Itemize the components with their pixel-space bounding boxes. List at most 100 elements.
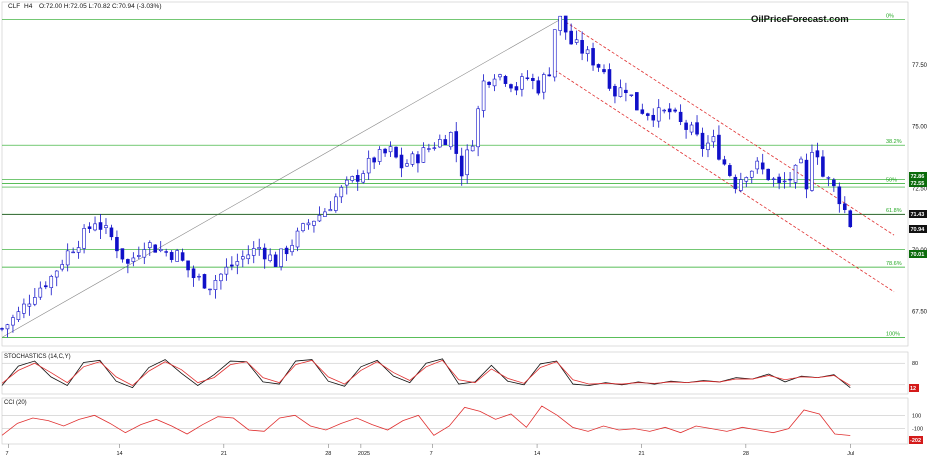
candle-body xyxy=(684,122,688,130)
candle-body xyxy=(509,84,513,89)
candle-body xyxy=(350,176,355,181)
candle-body xyxy=(744,177,749,182)
candle-body xyxy=(328,209,333,212)
candle-body xyxy=(569,30,573,45)
candle-body xyxy=(842,203,847,210)
candle-body xyxy=(16,311,21,320)
candle-body xyxy=(71,251,75,254)
cci-tick-label: 100 xyxy=(912,413,921,419)
timeframe-label: H4 xyxy=(24,3,33,10)
candle-body xyxy=(98,222,103,230)
candle-body xyxy=(640,109,645,114)
candle-body xyxy=(273,254,278,267)
candle-body xyxy=(465,149,469,176)
cci-panel: 100 -100 -202 xyxy=(1,397,923,445)
candle-body xyxy=(837,186,842,205)
candle-body xyxy=(257,247,262,250)
candle-body xyxy=(388,146,393,153)
candle-body xyxy=(711,136,716,143)
stochastics-panel: 80 12 xyxy=(1,351,919,395)
candle-body xyxy=(815,150,820,158)
candle-body xyxy=(766,168,770,181)
candle-body xyxy=(246,254,251,260)
candle-body xyxy=(492,78,497,87)
time-tick-label: 7 xyxy=(6,451,9,457)
candle-body xyxy=(290,245,294,253)
candle-body xyxy=(60,264,65,270)
price-label-box xyxy=(909,172,927,180)
candle-body xyxy=(202,274,207,289)
candle-body xyxy=(104,225,108,229)
candle-body xyxy=(782,180,787,183)
stochastics-value-box xyxy=(909,384,919,392)
candle-body xyxy=(541,74,546,93)
candle-body xyxy=(317,214,322,222)
price-tick-label: 67.50 xyxy=(912,310,928,316)
candle-body xyxy=(175,250,179,262)
candle-body xyxy=(372,157,376,163)
price-label-box xyxy=(909,179,927,187)
candle-body xyxy=(142,249,147,258)
price-tick-label: 72.50 xyxy=(912,186,928,192)
cci-tick-label: -100 xyxy=(912,427,923,433)
stochastics-d-line xyxy=(1,359,851,387)
watermark-label: OilPriceForecast.com xyxy=(751,14,849,25)
candle-body xyxy=(602,69,606,73)
candle-body xyxy=(87,226,92,229)
stochastics-title: STOCHASTICS (14,C,Y) xyxy=(4,354,71,360)
candle-body xyxy=(585,49,590,55)
candle-body xyxy=(361,173,366,183)
candle-body xyxy=(717,134,721,160)
candle-body xyxy=(43,285,48,288)
candle-body xyxy=(443,139,448,146)
channel-lower-line xyxy=(554,69,895,293)
candle-body xyxy=(749,170,754,178)
candle-body xyxy=(230,264,234,267)
candle-body xyxy=(399,154,404,169)
candle-body xyxy=(410,153,415,165)
stochastics-tick-label: 80 xyxy=(912,361,918,367)
candle-body xyxy=(54,270,59,278)
candle-body xyxy=(235,261,240,266)
candle-body xyxy=(251,248,256,256)
time-tick-label: 21 xyxy=(221,451,227,457)
candle-body xyxy=(728,165,732,176)
candle-body xyxy=(284,247,289,255)
price-label-text: 72.55 xyxy=(911,181,925,187)
candle-body xyxy=(120,248,125,260)
candle-body xyxy=(552,29,557,78)
candle-body xyxy=(547,74,552,77)
candle-body xyxy=(5,324,10,330)
candle-body xyxy=(131,257,136,262)
time-axis: 7 14 21 28 2025 7 14 21 28 Jul xyxy=(6,444,854,457)
candle-body xyxy=(771,178,776,181)
candle-body xyxy=(722,159,727,165)
candle-body xyxy=(591,48,595,66)
candle-body xyxy=(383,148,387,154)
candle-body xyxy=(219,273,223,282)
candle-body xyxy=(498,74,502,78)
candle-body xyxy=(487,81,491,85)
candle-body xyxy=(821,156,825,177)
candle-body xyxy=(334,196,338,211)
price-label-text: 71.43 xyxy=(911,212,925,218)
fib-anchor-trendline xyxy=(1,19,561,338)
stochastics-value-text: 12 xyxy=(910,386,916,392)
time-tick-label: 14 xyxy=(534,451,540,457)
candle-body xyxy=(241,256,245,260)
candle-body xyxy=(137,255,141,257)
candle-body xyxy=(262,247,267,260)
candle-body xyxy=(476,108,480,148)
candle-body xyxy=(558,15,563,31)
candle-body xyxy=(777,176,781,184)
candle-body xyxy=(27,303,32,307)
candle-body xyxy=(158,249,163,252)
candle-body xyxy=(645,113,650,116)
price-tick-label: 77.50 xyxy=(912,63,928,69)
price-label-text: 70.94 xyxy=(911,227,926,233)
time-tick-label: 14 xyxy=(116,451,122,457)
candle-body xyxy=(810,152,814,191)
